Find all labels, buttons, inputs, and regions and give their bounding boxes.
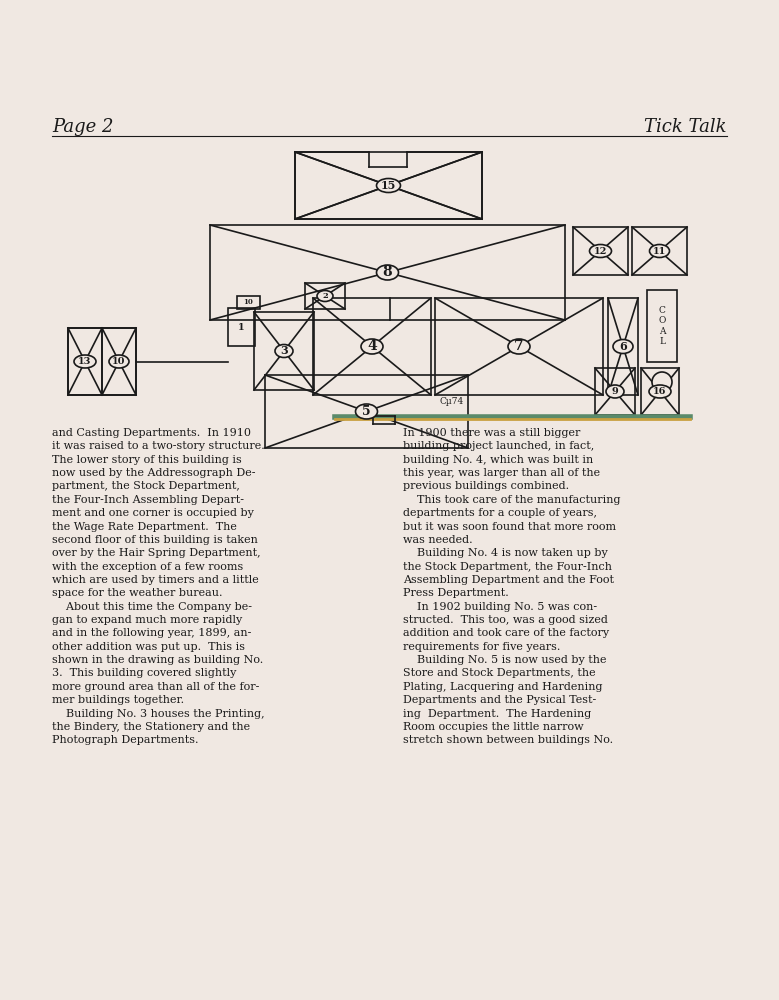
- Bar: [68, 328, 136, 395]
- Ellipse shape: [355, 404, 378, 419]
- Bar: [647, 290, 677, 362]
- Bar: [228, 308, 255, 346]
- Ellipse shape: [606, 385, 624, 398]
- Bar: [641, 368, 679, 415]
- Bar: [435, 298, 603, 395]
- Bar: [305, 283, 345, 309]
- Ellipse shape: [649, 385, 671, 398]
- Ellipse shape: [590, 244, 612, 257]
- Ellipse shape: [109, 355, 129, 368]
- Text: 10: 10: [244, 298, 253, 306]
- Text: 3: 3: [280, 346, 288, 357]
- Text: 12: 12: [594, 246, 607, 255]
- Text: 6: 6: [619, 341, 627, 352]
- Bar: [68, 328, 102, 395]
- Ellipse shape: [275, 344, 293, 358]
- Text: and Casting Departments.  In 1910
it was raised to a two-story structure.
The lo: and Casting Departments. In 1910 it was …: [52, 428, 265, 745]
- Text: 1: 1: [238, 322, 245, 332]
- Ellipse shape: [508, 339, 530, 354]
- Ellipse shape: [317, 290, 333, 302]
- Text: Tick Talk: Tick Talk: [644, 118, 727, 136]
- Bar: [632, 227, 687, 275]
- Ellipse shape: [376, 178, 400, 192]
- Ellipse shape: [74, 355, 96, 368]
- Bar: [295, 152, 482, 219]
- Bar: [210, 225, 565, 320]
- Ellipse shape: [376, 265, 399, 280]
- Circle shape: [652, 372, 672, 392]
- Text: 2: 2: [323, 292, 328, 300]
- Text: 8: 8: [382, 265, 393, 279]
- Bar: [608, 298, 638, 395]
- Bar: [237, 296, 260, 309]
- Text: In 1900 there was a still bigger
building project launched, in fact,
building No: In 1900 there was a still bigger buildin…: [403, 428, 621, 745]
- Text: 13: 13: [79, 357, 92, 366]
- Text: 10: 10: [112, 357, 125, 366]
- Ellipse shape: [613, 340, 633, 354]
- Bar: [573, 227, 628, 275]
- Bar: [313, 298, 431, 395]
- Bar: [254, 312, 314, 390]
- Text: C
O
A
L: C O A L: [658, 306, 666, 346]
- Bar: [595, 368, 635, 415]
- Text: 11: 11: [653, 246, 666, 255]
- Text: 15: 15: [381, 180, 397, 191]
- Bar: [102, 328, 136, 395]
- Text: 16: 16: [654, 387, 667, 396]
- Text: 4: 4: [367, 340, 377, 354]
- Ellipse shape: [361, 339, 383, 354]
- Text: Cµ74: Cµ74: [440, 397, 464, 406]
- Text: 9: 9: [612, 387, 619, 396]
- Text: 5: 5: [362, 405, 371, 418]
- Text: 7: 7: [514, 340, 523, 354]
- Bar: [265, 375, 468, 448]
- Ellipse shape: [650, 244, 669, 257]
- Text: Page 2: Page 2: [52, 118, 114, 136]
